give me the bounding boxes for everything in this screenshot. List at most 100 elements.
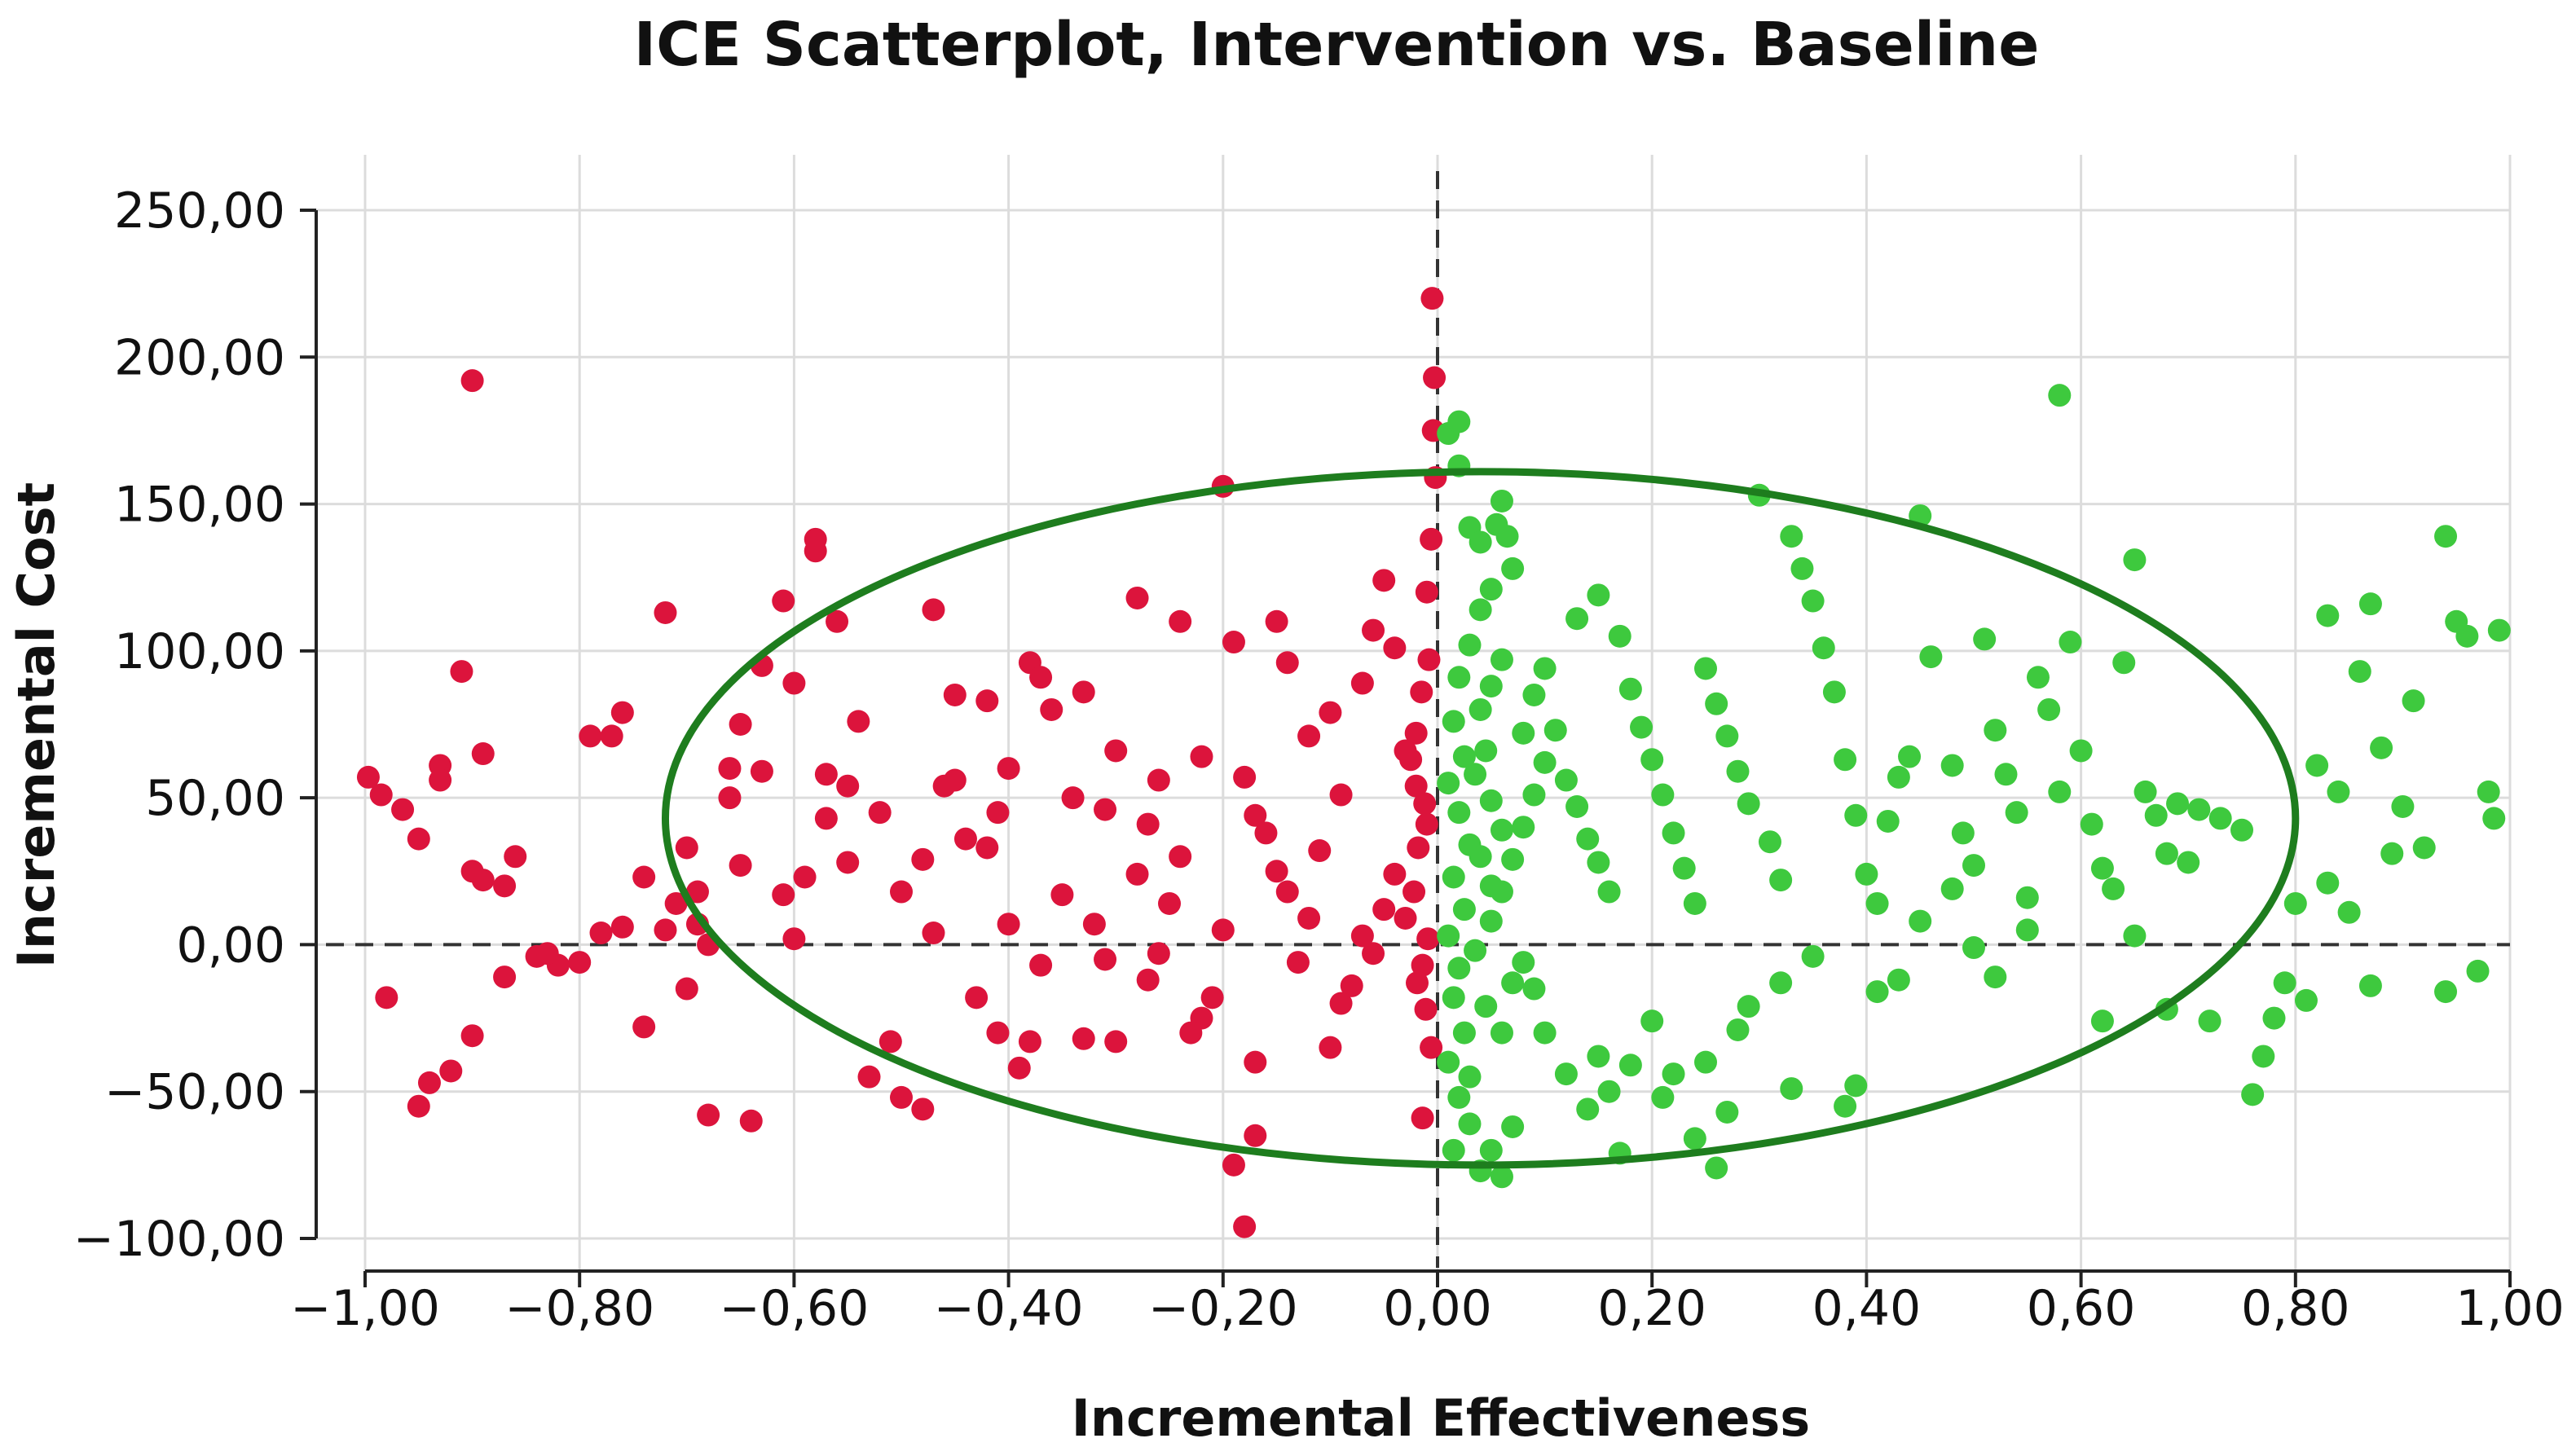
data-point bbox=[2059, 631, 2082, 654]
data-point bbox=[2316, 871, 2340, 895]
data-point bbox=[1490, 648, 1513, 671]
data-point bbox=[697, 1103, 720, 1127]
data-point bbox=[986, 801, 1010, 825]
data-point bbox=[1233, 765, 1257, 789]
data-point bbox=[1413, 792, 1437, 816]
data-point bbox=[1411, 953, 1434, 977]
data-point bbox=[1769, 869, 1793, 892]
data-point bbox=[1565, 794, 1589, 818]
data-point bbox=[2283, 891, 2307, 915]
data-point bbox=[2005, 801, 2028, 825]
data-point bbox=[772, 589, 795, 613]
confidence-ellipse bbox=[661, 468, 2300, 1169]
y-tick-label: 100,00 bbox=[114, 623, 285, 680]
data-point bbox=[878, 1030, 902, 1054]
data-point bbox=[836, 774, 860, 798]
reference-lines bbox=[326, 171, 2510, 1268]
data-point bbox=[1233, 1215, 1257, 1238]
data-point bbox=[1919, 645, 1943, 669]
data-point bbox=[1362, 618, 1385, 642]
data-point bbox=[2402, 689, 2425, 713]
data-point bbox=[1865, 980, 1889, 1004]
data-point bbox=[1222, 631, 1245, 654]
data-point bbox=[1350, 671, 1374, 695]
data-point bbox=[2477, 780, 2500, 803]
data-point bbox=[1275, 880, 1299, 904]
data-point bbox=[1479, 1138, 1503, 1162]
data-point bbox=[890, 1085, 913, 1109]
data-point bbox=[493, 874, 517, 898]
data-point bbox=[2048, 384, 2072, 407]
data-point bbox=[1898, 745, 1922, 768]
data-point bbox=[1244, 1050, 1267, 1074]
data-point bbox=[1147, 768, 1170, 792]
data-point bbox=[826, 609, 849, 633]
data-point bbox=[2412, 836, 2436, 860]
data-point bbox=[439, 1059, 463, 1083]
data-point bbox=[1372, 569, 1396, 592]
data-point bbox=[2230, 818, 2253, 842]
data-point bbox=[729, 854, 752, 878]
data-point bbox=[1758, 830, 1781, 854]
data-point bbox=[417, 1071, 441, 1094]
data-point bbox=[2358, 592, 2382, 616]
data-point bbox=[2380, 842, 2404, 865]
data-point bbox=[1565, 607, 1589, 631]
data-point bbox=[814, 807, 838, 830]
data-point bbox=[1715, 1100, 1739, 1124]
data-point bbox=[911, 847, 935, 871]
data-point bbox=[2090, 856, 2114, 880]
data-point bbox=[1072, 680, 1095, 704]
data-point bbox=[1222, 1153, 1245, 1177]
data-point bbox=[369, 783, 393, 807]
data-point bbox=[450, 660, 473, 684]
data-point bbox=[1490, 489, 1513, 512]
data-point bbox=[1447, 957, 1471, 980]
data-point bbox=[1442, 710, 1465, 733]
data-point bbox=[1297, 724, 1321, 748]
x-tick-label: −0,80 bbox=[504, 1280, 654, 1337]
y-tick-label: −100,00 bbox=[73, 1211, 285, 1268]
data-point bbox=[1597, 880, 1621, 904]
data-point bbox=[407, 827, 430, 851]
data-point bbox=[2466, 959, 2490, 983]
data-point bbox=[1630, 715, 1653, 739]
x-tick-label: −0,20 bbox=[1148, 1280, 1298, 1337]
data-point bbox=[535, 942, 559, 966]
data-point bbox=[1587, 583, 1610, 607]
data-point bbox=[975, 689, 999, 713]
confidence-ellipse-group bbox=[661, 468, 2300, 1169]
data-point bbox=[1683, 1127, 1706, 1150]
data-point bbox=[965, 986, 989, 1010]
data-point bbox=[1479, 675, 1503, 698]
data-point bbox=[1801, 589, 1825, 613]
data-point bbox=[1416, 927, 1440, 951]
data-point bbox=[2262, 1006, 2286, 1030]
data-point bbox=[1437, 1050, 1460, 1074]
data-point bbox=[1522, 977, 1546, 1001]
data-point bbox=[1608, 624, 1631, 648]
data-point bbox=[1190, 745, 1213, 768]
gridlines bbox=[316, 155, 2512, 1271]
data-point bbox=[847, 710, 870, 733]
data-point bbox=[2080, 812, 2103, 836]
data-point bbox=[1469, 697, 1492, 721]
data-point bbox=[1962, 936, 1985, 960]
x-axis-title: Incremental Effectiveness bbox=[1072, 1388, 1810, 1448]
data-point bbox=[1737, 792, 1760, 816]
data-point bbox=[1801, 944, 1825, 968]
data-point bbox=[1275, 651, 1299, 675]
data-point bbox=[1962, 854, 1985, 878]
data-point bbox=[1490, 1165, 1513, 1189]
data-point bbox=[1651, 1085, 1675, 1109]
data-point bbox=[1618, 1054, 1642, 1077]
data-point bbox=[1780, 525, 1803, 548]
data-point bbox=[579, 724, 602, 748]
data-point bbox=[1533, 1021, 1557, 1045]
data-point bbox=[793, 865, 817, 889]
data-point bbox=[1554, 1062, 1578, 1086]
y-tick-label: 150,00 bbox=[114, 477, 285, 534]
data-point bbox=[1442, 1138, 1465, 1162]
data-point bbox=[1694, 657, 1717, 680]
data-point bbox=[1158, 891, 1181, 915]
